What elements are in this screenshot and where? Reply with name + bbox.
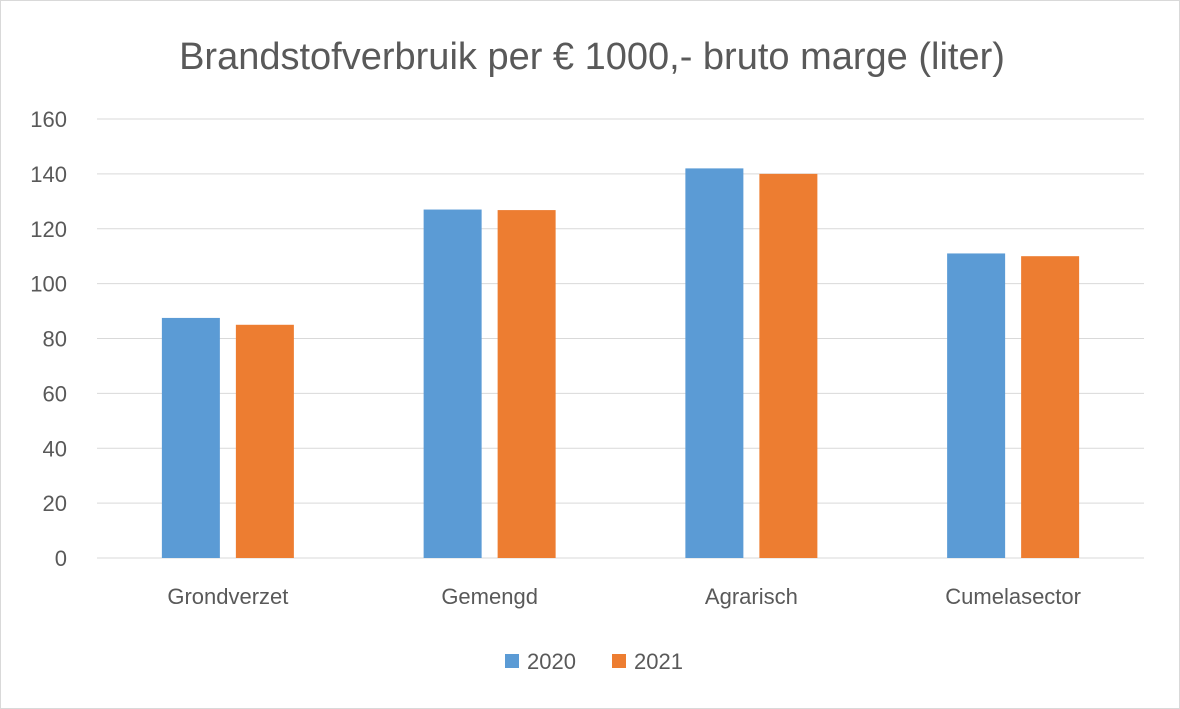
- bar-2020-grondverzet: [161, 317, 220, 558]
- bar-2020-gemengd: [423, 209, 482, 558]
- y-tick-label: 60: [43, 381, 67, 406]
- legend-swatch-2021: [612, 654, 626, 668]
- chart-title: Brandstofverbruik per € 1000,- bruto mar…: [179, 36, 1005, 78]
- legend-label-2020: 2020: [527, 649, 576, 674]
- x-category-label: Agrarisch: [705, 584, 798, 609]
- y-tick-label: 0: [55, 546, 67, 571]
- y-axis-ticks: 0 20 40 60 80 100 120 140 160: [30, 107, 67, 571]
- y-tick-label: 160: [30, 107, 67, 132]
- y-tick-label: 120: [30, 217, 67, 242]
- y-tick-label: 80: [43, 327, 67, 352]
- bar-2020-agrarisch: [685, 168, 744, 558]
- legend-label-2021: 2021: [634, 649, 683, 674]
- bar-2020-cumelasector: [947, 253, 1006, 558]
- bar-2021-grondverzet: [235, 324, 294, 558]
- legend-swatch-2020: [505, 654, 519, 668]
- bars: [161, 168, 1080, 558]
- y-tick-label: 20: [43, 491, 67, 516]
- x-axis-categories: Grondverzet Gemengd Agrarisch Cumelasector: [167, 584, 1081, 609]
- bar-2021-gemengd: [497, 210, 556, 558]
- x-category-label: Gemengd: [441, 584, 538, 609]
- x-category-label: Grondverzet: [167, 584, 288, 609]
- y-tick-label: 40: [43, 436, 67, 461]
- y-tick-label: 100: [30, 272, 67, 297]
- y-tick-label: 140: [30, 162, 67, 187]
- bar-2021-cumelasector: [1021, 256, 1080, 558]
- bar-2021-agrarisch: [759, 173, 818, 558]
- legend: 2020 2021: [505, 649, 683, 674]
- x-category-label: Cumelasector: [945, 584, 1081, 609]
